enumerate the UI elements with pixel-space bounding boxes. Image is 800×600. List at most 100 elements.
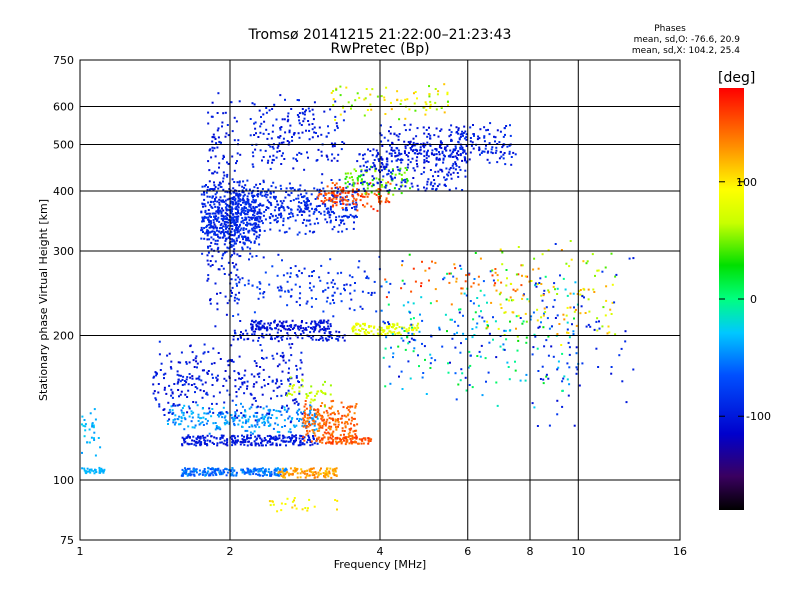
data-point <box>574 308 577 311</box>
data-point <box>271 265 274 268</box>
data-point <box>358 260 361 263</box>
data-point <box>570 258 573 261</box>
data-point <box>214 325 217 328</box>
data-point <box>414 109 417 112</box>
data-point <box>312 113 315 116</box>
data-point <box>404 178 407 181</box>
data-point <box>264 193 267 196</box>
data-point <box>462 132 465 134</box>
data-point <box>260 320 263 323</box>
data-point <box>246 380 249 383</box>
data-point <box>251 255 254 258</box>
data-point <box>205 412 208 415</box>
data-point <box>255 231 258 234</box>
data-point <box>385 182 388 185</box>
data-point <box>413 347 416 350</box>
data-point <box>493 135 495 138</box>
data-point <box>610 252 613 255</box>
data-point <box>217 250 220 253</box>
data-point <box>501 251 504 254</box>
data-point <box>291 434 294 437</box>
data-point <box>234 223 237 226</box>
data-point <box>170 394 173 397</box>
data-point <box>337 410 339 413</box>
data-point <box>297 205 300 208</box>
data-point <box>93 408 96 411</box>
data-point <box>401 388 404 390</box>
data-point <box>211 196 214 199</box>
data-point <box>280 324 283 327</box>
data-point <box>255 225 258 228</box>
data-point <box>353 436 356 439</box>
data-point <box>356 423 359 426</box>
data-point <box>270 417 272 419</box>
data-point <box>324 288 327 291</box>
data-point <box>269 471 272 474</box>
data-point <box>341 196 344 199</box>
data-point <box>569 306 572 309</box>
data-point <box>299 472 302 475</box>
data-point <box>239 335 242 338</box>
data-point <box>408 142 411 145</box>
data-point <box>307 325 310 328</box>
data-point <box>327 325 330 328</box>
data-point <box>86 470 89 473</box>
data-point <box>203 351 206 354</box>
data-point <box>187 425 190 428</box>
data-point <box>279 285 282 288</box>
data-point <box>211 408 214 410</box>
data-point <box>386 332 389 335</box>
data-point <box>262 336 265 339</box>
data-point <box>157 391 160 394</box>
data-point <box>394 151 397 154</box>
data-point <box>185 378 188 381</box>
data-point <box>287 392 290 395</box>
data-point <box>236 302 239 305</box>
data-point <box>276 423 279 426</box>
data-point <box>392 356 394 359</box>
data-point <box>282 475 285 478</box>
data-point <box>305 219 308 222</box>
data-point <box>317 411 320 414</box>
data-point <box>604 314 607 317</box>
data-point <box>205 191 208 194</box>
data-point <box>547 249 550 252</box>
data-point <box>279 468 281 471</box>
data-point <box>262 296 265 299</box>
data-point <box>459 133 462 136</box>
data-point <box>390 146 393 149</box>
data-point <box>307 438 309 441</box>
data-point <box>92 424 95 427</box>
data-point <box>404 167 407 169</box>
data-point <box>435 187 438 190</box>
data-point <box>210 205 213 208</box>
data-point <box>504 133 506 136</box>
data-point <box>486 301 488 304</box>
data-point <box>203 227 206 229</box>
data-point <box>390 101 392 104</box>
data-point <box>248 219 251 222</box>
data-point <box>307 434 310 437</box>
data-point <box>278 209 281 212</box>
data-point <box>257 339 260 342</box>
data-point <box>263 322 266 325</box>
data-point <box>209 474 212 477</box>
data-point <box>500 155 503 158</box>
data-point <box>471 141 474 144</box>
data-point <box>327 475 330 478</box>
data-point <box>429 353 432 356</box>
data-point <box>238 255 241 258</box>
data-point <box>315 416 318 419</box>
data-point <box>225 208 228 211</box>
data-point <box>331 182 334 184</box>
data-point <box>263 327 266 330</box>
data-point <box>438 151 440 153</box>
data-point <box>328 216 331 219</box>
data-point <box>412 177 415 179</box>
data-point <box>298 269 301 272</box>
data-point <box>298 418 301 420</box>
data-point <box>269 409 272 412</box>
data-point <box>400 161 403 164</box>
data-point <box>249 431 252 434</box>
data-point <box>224 225 227 228</box>
